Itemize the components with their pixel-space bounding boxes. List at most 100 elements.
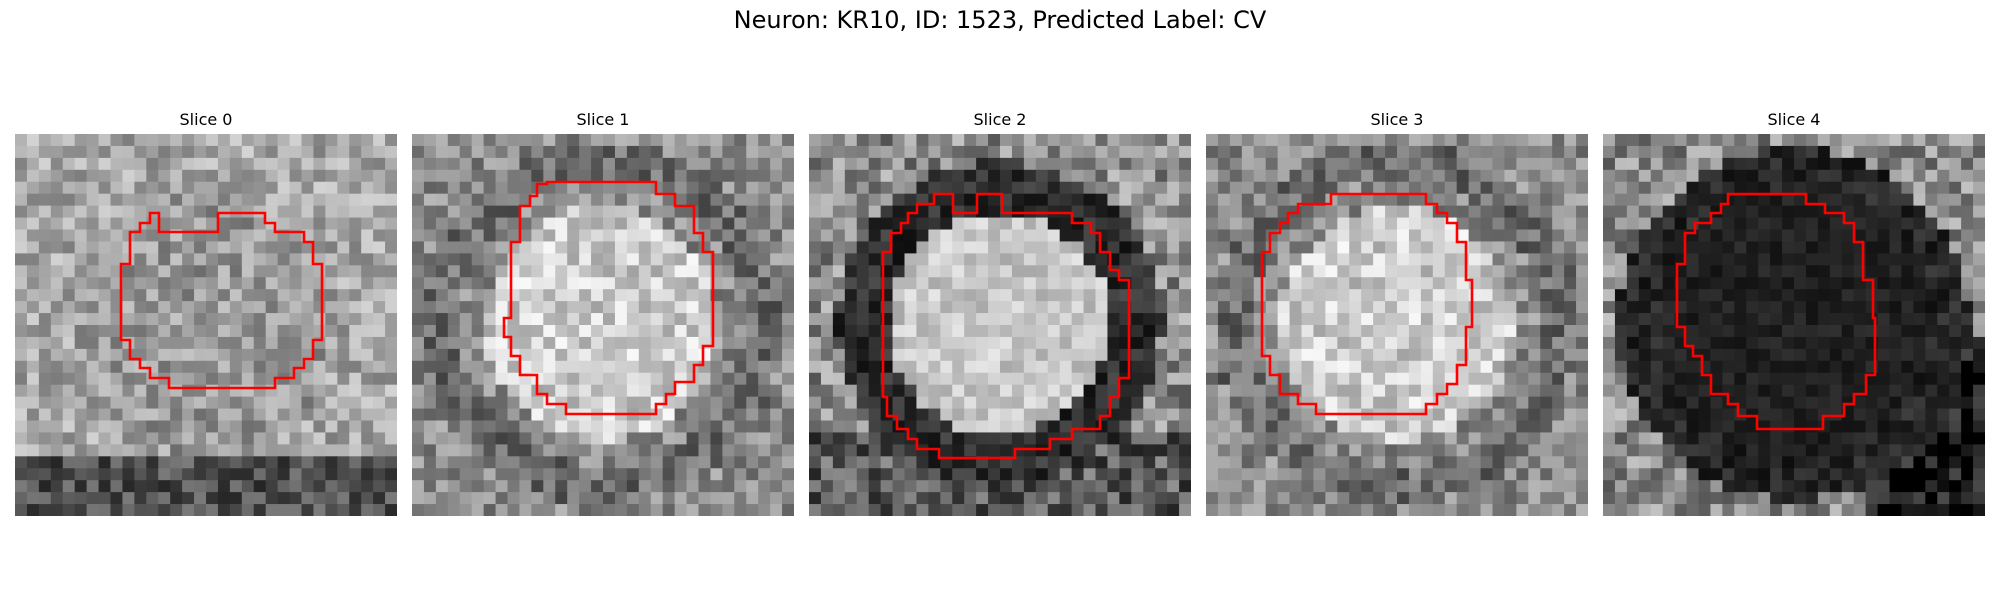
pixel-cell bbox=[62, 360, 76, 374]
pixel-cell bbox=[650, 157, 664, 171]
pixel-cell bbox=[1961, 181, 1974, 195]
pixel-cell bbox=[1011, 169, 1025, 183]
pixel-cell bbox=[38, 265, 52, 278]
pixel-cell bbox=[26, 468, 40, 481]
pixel-cell bbox=[1528, 504, 1541, 516]
pixel-cell bbox=[1349, 456, 1362, 469]
pixel-cell bbox=[217, 504, 231, 516]
pixel-cell bbox=[423, 157, 437, 171]
pixel-cell bbox=[1265, 169, 1279, 183]
pixel-cell bbox=[1877, 145, 1890, 159]
pixel-cell bbox=[265, 253, 279, 266]
pixel-cell bbox=[1047, 372, 1061, 386]
pixel-cell bbox=[844, 134, 858, 147]
pixel-cell bbox=[880, 205, 893, 218]
pixel-cell bbox=[1937, 348, 1950, 362]
pixel-cell bbox=[1782, 360, 1795, 374]
pixel-cell bbox=[435, 408, 449, 421]
pixel-cell bbox=[782, 205, 794, 218]
pixel-cell bbox=[555, 348, 568, 362]
pixel-cell bbox=[698, 157, 711, 171]
pixel-cell bbox=[385, 444, 397, 457]
pixel-cell bbox=[734, 229, 747, 242]
pixel-cell bbox=[1626, 253, 1640, 266]
pixel-cell bbox=[1674, 456, 1687, 469]
pixel-cell bbox=[1011, 325, 1025, 338]
pixel-cell bbox=[940, 325, 953, 338]
pixel-cell bbox=[1349, 348, 1362, 362]
roi-contour bbox=[881, 192, 1131, 460]
pixel-cell bbox=[1468, 229, 1481, 242]
pixel-cell bbox=[916, 396, 929, 409]
pixel-cell bbox=[1722, 241, 1735, 254]
pixel-cell bbox=[1734, 169, 1747, 183]
pixel-cell bbox=[1698, 205, 1711, 218]
pixel-cell bbox=[1059, 372, 1073, 386]
pixel-cell bbox=[435, 157, 449, 171]
pixel-cell bbox=[1710, 229, 1723, 242]
pixel-cell bbox=[531, 229, 544, 242]
pixel-cell bbox=[1576, 145, 1588, 159]
pixel-cell bbox=[1925, 313, 1938, 326]
slice-panel-0: Slice 0 bbox=[15, 110, 397, 522]
pixel-cell bbox=[976, 372, 989, 386]
pixel-cell bbox=[361, 301, 374, 314]
pixel-cell bbox=[1516, 504, 1529, 516]
pixel-cell bbox=[880, 456, 893, 469]
pixel-cell bbox=[1131, 181, 1144, 195]
pixel-cell bbox=[50, 325, 64, 338]
pixel-cell bbox=[495, 468, 508, 481]
pixel-cell bbox=[1155, 432, 1168, 445]
pixel-cell bbox=[361, 408, 374, 421]
pixel-cell bbox=[1217, 277, 1231, 290]
pixel-cell bbox=[1444, 372, 1458, 386]
pixel-cell bbox=[1385, 456, 1398, 469]
pixel-cell bbox=[1973, 444, 1985, 457]
pixel-cell bbox=[1265, 289, 1279, 302]
pixel-cell bbox=[26, 444, 40, 457]
pixel-cell bbox=[459, 468, 473, 481]
pixel-cell bbox=[1770, 277, 1783, 290]
pixel-cell bbox=[820, 492, 834, 505]
pixel-cell bbox=[229, 480, 243, 493]
pixel-cell bbox=[674, 229, 687, 242]
pixel-cell bbox=[674, 193, 687, 207]
pixel-cell bbox=[1408, 468, 1422, 481]
pixel-cell bbox=[134, 169, 147, 183]
pixel-cell bbox=[952, 241, 965, 254]
pixel-cell bbox=[638, 420, 652, 433]
pixel-cell bbox=[820, 408, 834, 421]
pixel-cell bbox=[26, 348, 40, 362]
pixel-cell bbox=[1071, 313, 1084, 326]
pixel-cell bbox=[1889, 325, 1902, 338]
pixel-cell bbox=[423, 396, 437, 409]
pixel-cell bbox=[1650, 348, 1664, 362]
pixel-cell bbox=[1349, 134, 1362, 147]
pixel-cell bbox=[1432, 348, 1446, 362]
pixel-cell bbox=[1626, 360, 1640, 374]
pixel-cell bbox=[507, 456, 520, 469]
pixel-cell bbox=[265, 205, 279, 218]
pixel-cell bbox=[1313, 420, 1326, 433]
pixel-cell bbox=[758, 325, 771, 338]
pixel-cell bbox=[1229, 360, 1243, 374]
pixel-cell bbox=[591, 193, 604, 207]
pixel-cell bbox=[373, 420, 386, 433]
pixel-cell bbox=[86, 193, 99, 207]
pixel-cell bbox=[1913, 241, 1926, 254]
pixel-cell bbox=[1289, 289, 1302, 302]
pixel-cell bbox=[361, 277, 374, 290]
pixel-cell bbox=[809, 241, 822, 254]
pixel-cell bbox=[1420, 217, 1434, 230]
pixel-cell bbox=[1758, 432, 1771, 445]
pixel-cell bbox=[447, 265, 461, 278]
pixel-cell bbox=[122, 384, 135, 398]
pixel-cell bbox=[110, 408, 123, 421]
pixel-cell bbox=[603, 492, 616, 505]
pixel-cell bbox=[1000, 432, 1013, 445]
pixel-cell bbox=[412, 181, 425, 195]
pixel-cell bbox=[435, 277, 449, 290]
pixel-cell bbox=[1119, 265, 1132, 278]
pixel-cell bbox=[277, 313, 290, 326]
pixel-cell bbox=[1961, 420, 1974, 433]
